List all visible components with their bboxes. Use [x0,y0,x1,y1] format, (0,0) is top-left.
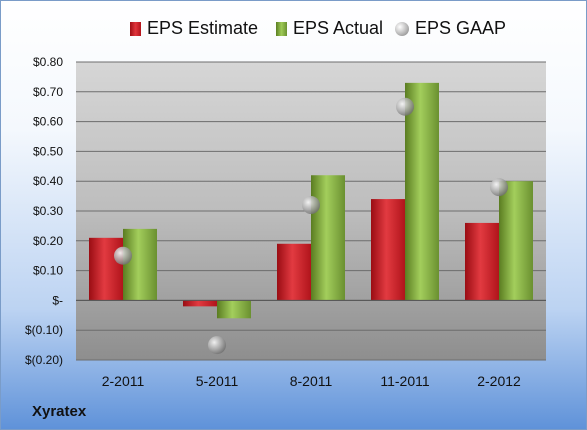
y-tick-label: $(0.20) [25,353,63,367]
x-tick-label: 2-2011 [102,373,145,389]
legend-item-eps-actual: EPS Actual [276,18,383,39]
y-tick-label: $(0.10) [25,323,63,337]
bar-eps-actual-8-2011 [311,175,345,301]
y-tick-label: $0.20 [33,234,63,248]
y-tick-label: $0.60 [33,115,63,129]
y-tick-label: $0.50 [33,144,63,158]
y-tick-label: $0.80 [33,55,63,69]
x-tick-label: 2-2012 [477,373,521,389]
y-tick-label: $0.40 [33,174,63,188]
point-eps-gaap-2-2012 [490,178,508,197]
y-tick-label: $0.10 [33,264,63,278]
legend-label-eps-gaap: EPS GAAP [415,18,507,38]
x-tick-label: 11-2011 [380,373,430,389]
legend-item-eps-estimate: EPS Estimate [130,18,258,39]
bar-eps-estimate-5-2011 [183,300,217,307]
y-tick-label: $- [52,293,63,307]
company-label: Xyratex [32,403,87,420]
x-tick-label: 8-2011 [290,373,333,389]
legend-label-eps-actual: EPS Actual [293,18,384,38]
bar-eps-actual-11-2011 [405,82,439,301]
bar-eps-estimate-8-2011 [277,243,311,301]
legend-label-eps-estimate: EPS Estimate [147,18,259,38]
bar-eps-actual-2-2011 [123,228,157,301]
bar-eps-actual-5-2011 [217,300,251,319]
legend-item-eps-gaap: EPS GAAP [395,18,506,39]
legend-swatch-eps-actual [276,21,287,36]
y-tick-label: $0.30 [33,204,63,218]
point-eps-gaap-8-2011 [302,196,320,215]
legend-swatch-eps-gaap [395,21,409,36]
bar-eps-estimate-11-2011 [371,199,405,301]
point-eps-gaap-5-2011 [208,336,226,355]
legend: EPS Estimate EPS Actual EPS GAAP [1,18,586,42]
bar-eps-estimate-2-2011 [89,237,123,301]
x-tick-label: 5-2011 [196,373,239,389]
legend-swatch-eps-estimate [130,21,141,36]
bar-eps-actual-2-2012 [499,181,533,301]
point-eps-gaap-11-2011 [396,97,414,116]
bar-eps-estimate-2-2012 [465,222,499,301]
y-tick-label: $0.70 [33,85,63,99]
point-eps-gaap-2-2011 [114,246,132,265]
